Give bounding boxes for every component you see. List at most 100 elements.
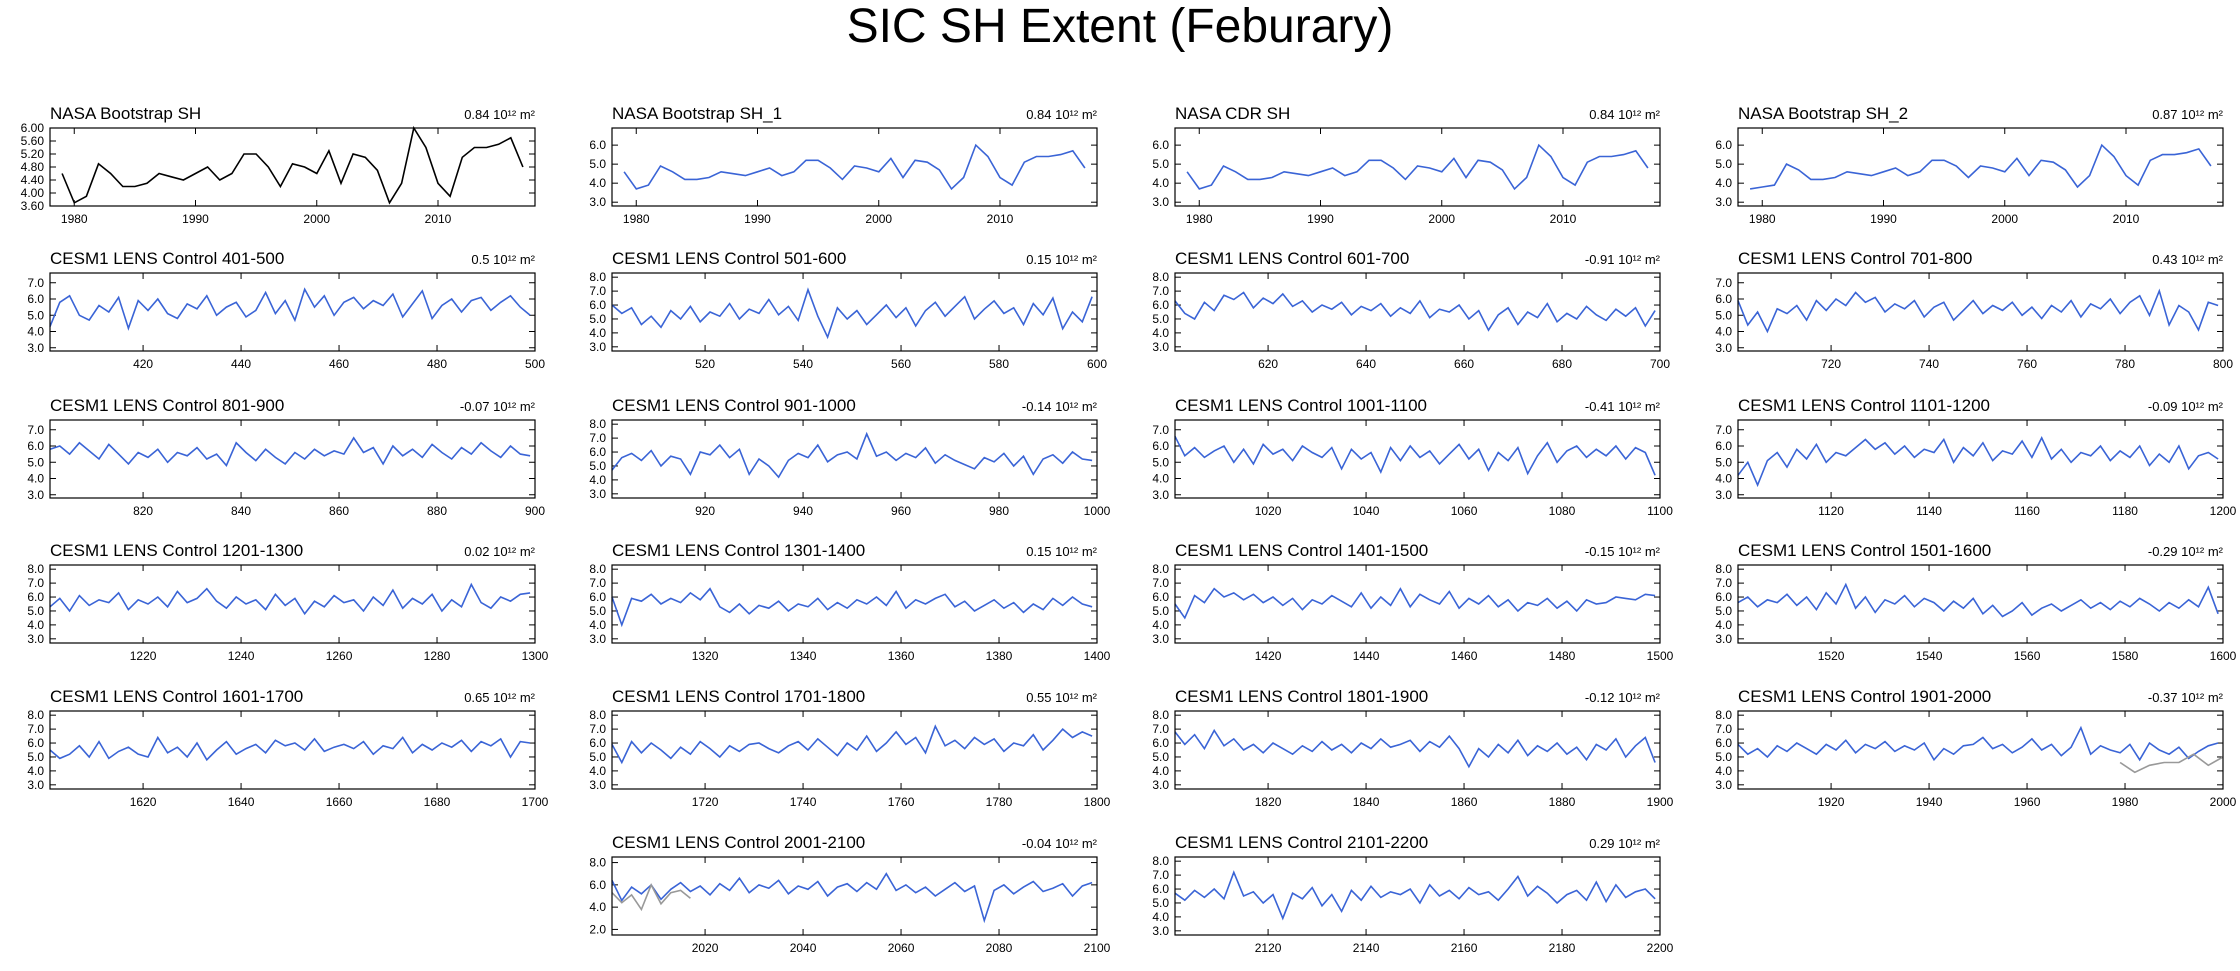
x-tick-label: 1380 — [986, 649, 1013, 663]
x-tick-label: 840 — [231, 504, 251, 518]
x-tick-label: 2040 — [790, 941, 817, 955]
y-tick-label: 6.0 — [27, 590, 44, 604]
x-tick-label: 1960 — [2014, 795, 2041, 809]
series-line — [1174, 587, 1656, 620]
panel-title: NASA Bootstrap SH_2 — [1738, 104, 1908, 123]
x-tick-label: 1240 — [228, 649, 255, 663]
x-tick-label: 2000 — [2210, 795, 2237, 809]
trend-annotation: 0.55 10¹² m² — [1026, 690, 1097, 705]
panel-title: CESM1 LENS Control 701-800 — [1738, 249, 1972, 268]
trend-annotation: -0.29 10¹² m² — [2148, 544, 2224, 559]
x-tick-label: 700 — [1650, 357, 1670, 371]
y-tick-label: 5.0 — [27, 455, 44, 469]
y-tick-label: 4.0 — [1715, 764, 1732, 778]
y-tick-label: 7.0 — [1715, 576, 1732, 590]
trend-annotation: 0.87 10¹² m² — [2152, 107, 2223, 122]
y-tick-label: 5.0 — [27, 308, 44, 322]
y-tick-label: 6.0 — [1715, 138, 1732, 152]
x-tick-label: 860 — [329, 504, 349, 518]
x-tick-label: 2010 — [987, 212, 1014, 226]
plot-frame — [1174, 272, 1661, 352]
x-tick-label: 620 — [1258, 357, 1278, 371]
x-tick-label: 500 — [525, 357, 545, 371]
y-tick-label: 4.0 — [1152, 472, 1169, 486]
series-line — [1737, 725, 2219, 762]
y-tick-label: 5.0 — [1152, 455, 1169, 469]
y-tick-label: 6.0 — [1152, 736, 1169, 750]
series-line — [49, 735, 531, 762]
series-line — [49, 287, 531, 331]
y-tick-label: 6.0 — [589, 590, 606, 604]
y-tick-label: 2.0 — [589, 922, 606, 936]
y-tick-label: 5.0 — [589, 312, 606, 326]
x-tick-label: 1820 — [1255, 795, 1282, 809]
x-tick-label: 580 — [989, 357, 1009, 371]
x-tick-label: 1620 — [130, 795, 157, 809]
y-tick-label: 5.0 — [1715, 455, 1732, 469]
trend-annotation: -0.14 10¹² m² — [1022, 399, 1098, 414]
trend-annotation: 0.84 10¹² m² — [464, 107, 535, 122]
y-tick-label: 7.0 — [589, 284, 606, 298]
y-tick-label: 7.0 — [1152, 423, 1169, 437]
plot-frame — [1737, 564, 2224, 644]
trend-annotation: 0.5 10¹² m² — [471, 252, 535, 267]
x-tick-label: 680 — [1552, 357, 1572, 371]
x-tick-label: 1300 — [522, 649, 549, 663]
x-tick-label: 800 — [2213, 357, 2233, 371]
y-tick-label: 4.0 — [1152, 326, 1169, 340]
panel-title: CESM1 LENS Control 1901-2000 — [1738, 687, 1991, 706]
y-tick-label: 6.0 — [1152, 882, 1169, 896]
y-tick-label: 8.0 — [589, 856, 606, 870]
panel-title: NASA Bootstrap SH_1 — [612, 104, 782, 123]
y-tick-label: 4.0 — [27, 618, 44, 632]
trend-annotation: -0.37 10¹² m² — [2148, 690, 2224, 705]
x-tick-label: 1840 — [1353, 795, 1380, 809]
y-tick-label: 6.0 — [1715, 439, 1732, 453]
x-tick-label: 880 — [427, 504, 447, 518]
x-tick-label: 1360 — [888, 649, 915, 663]
y-tick-label: 7.0 — [1152, 722, 1169, 736]
x-tick-label: 1340 — [790, 649, 817, 663]
series-line — [49, 582, 531, 616]
y-tick-label: 7.0 — [589, 576, 606, 590]
x-tick-label: 2010 — [1550, 212, 1577, 226]
y-tick-label: 3.60 — [21, 199, 45, 213]
y-tick-label: 8.0 — [1152, 708, 1169, 722]
y-tick-label: 3.0 — [1715, 341, 1732, 355]
y-tick-label: 4.0 — [589, 764, 606, 778]
y-tick-label: 3.0 — [1152, 924, 1169, 938]
trend-annotation: -0.15 10¹² m² — [1585, 544, 1661, 559]
x-tick-label: 1140 — [1916, 504, 1942, 518]
series-line — [1749, 143, 2212, 190]
x-tick-label: 1980 — [2112, 795, 2139, 809]
y-tick-label: 5.0 — [1715, 750, 1732, 764]
plot-frame — [1174, 564, 1661, 644]
y-tick-label: 8.0 — [1715, 562, 1732, 576]
x-tick-label: 1160 — [2014, 504, 2040, 518]
panel-title: CESM1 LENS Control 901-1000 — [612, 396, 856, 415]
trend-annotation: 0.43 10¹² m² — [2152, 252, 2223, 267]
y-tick-label: 3.0 — [589, 487, 606, 501]
y-tick-label: 3.0 — [1715, 632, 1732, 646]
y-tick-label: 3.0 — [589, 340, 606, 354]
x-tick-label: 760 — [2017, 357, 2037, 371]
y-tick-label: 3.0 — [1152, 195, 1169, 209]
series-line — [1174, 291, 1656, 332]
y-tick-label: 7.0 — [1715, 722, 1732, 736]
y-tick-label: 6.00 — [21, 121, 45, 135]
y-tick-label: 6.0 — [27, 439, 44, 453]
y-tick-label: 6.0 — [27, 736, 44, 750]
x-tick-label: 1120 — [1818, 504, 1844, 518]
x-tick-label: 2010 — [2113, 212, 2140, 226]
y-tick-label: 4.0 — [1152, 176, 1169, 190]
y-tick-label: 7.0 — [1152, 284, 1169, 298]
y-tick-label: 6.0 — [1152, 298, 1169, 312]
y-tick-label: 4.0 — [27, 325, 44, 339]
trend-annotation: 0.02 10¹² m² — [464, 544, 535, 559]
y-tick-label: 3.0 — [1152, 488, 1169, 502]
plot-frame — [611, 564, 1098, 644]
x-tick-label: 1180 — [2112, 504, 2138, 518]
x-tick-label: 420 — [133, 357, 153, 371]
x-tick-label: 1700 — [522, 795, 549, 809]
